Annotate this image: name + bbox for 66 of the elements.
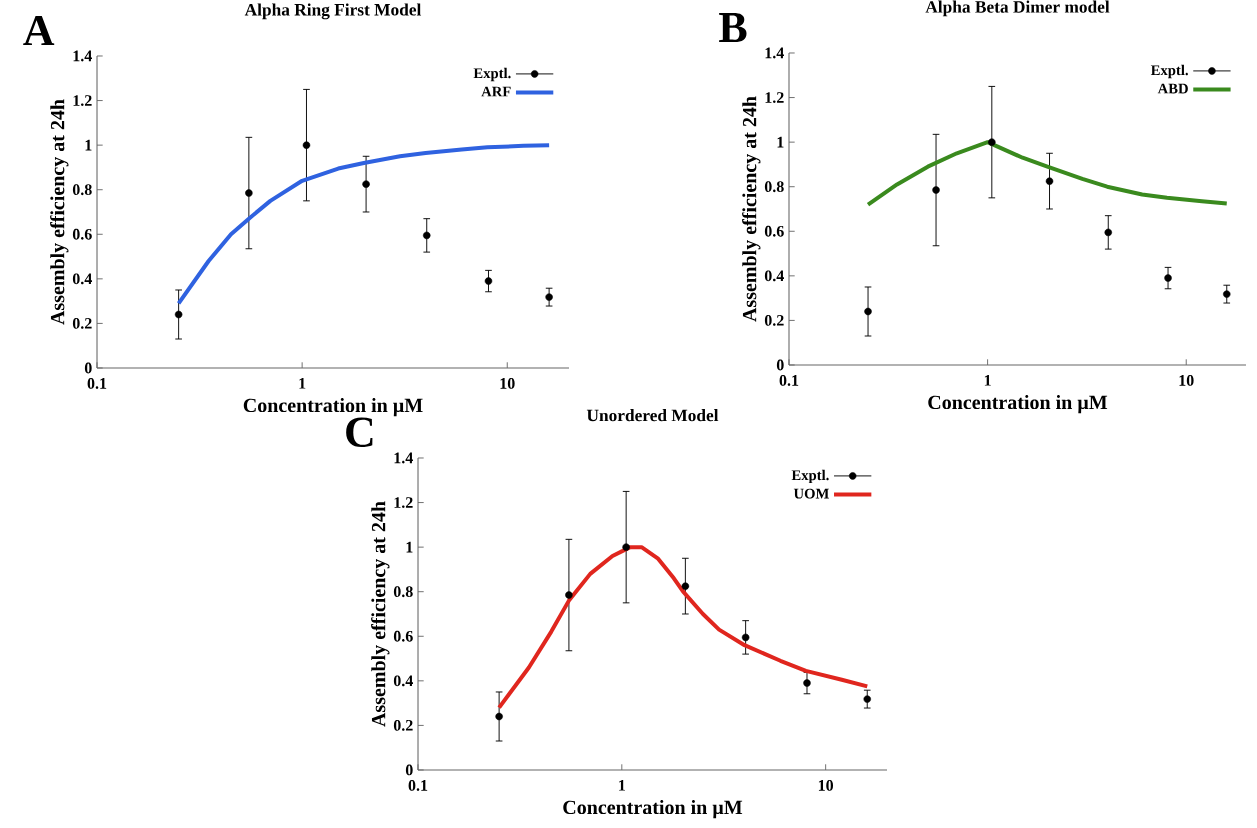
text: B	[719, 13, 747, 43]
point	[622, 543, 630, 551]
point	[362, 180, 370, 188]
y-axis-title: Assembly efficiency at 24h	[371, 501, 390, 727]
x-tick-label: 10	[500, 378, 515, 389]
x-tick-label: 1	[619, 780, 625, 791]
y-tick-label: 0.2	[72, 317, 92, 329]
legend-label: ABD	[1157, 83, 1188, 94]
legend-label: Exptl.	[791, 469, 829, 484]
y-axis-title: Assembly efficiency at 24h	[742, 96, 761, 322]
chart-title: Unordered Model	[586, 409, 719, 422]
y-tick-label: 0	[776, 359, 784, 371]
y-tick-label: 0.4	[72, 273, 92, 285]
point	[1164, 274, 1172, 282]
point	[988, 138, 996, 146]
x-tick-label: 0.1	[779, 375, 799, 386]
legend-label: Exptl.	[473, 67, 511, 82]
text: A	[23, 15, 55, 46]
y-tick-label: 0.2	[393, 719, 413, 731]
x-tick-label: 0.1	[408, 780, 428, 791]
point	[803, 679, 811, 687]
y-tick-label: 1.2	[765, 92, 784, 103]
point	[681, 582, 690, 590]
x-tick-label: 10	[818, 780, 834, 791]
y-tick-label: 0	[405, 764, 413, 776]
legend-label: Exptl.	[1150, 64, 1188, 79]
x-tick-label: 1	[299, 378, 306, 389]
x-axis-title: Concentration in µM	[243, 398, 423, 417]
point	[302, 141, 311, 149]
point	[484, 277, 493, 285]
y-tick-label: 1.2	[394, 497, 413, 508]
y-tick-label: 0	[84, 362, 92, 374]
point	[1223, 290, 1231, 298]
text: C	[346, 417, 373, 448]
x-tick-label: 10	[1179, 375, 1194, 386]
chart-title: Alpha Beta Dimer model	[925, 0, 1110, 17]
y-axis-title: Assembly efficiency at 24h	[50, 99, 69, 325]
legend-label: ARF	[481, 86, 511, 97]
y-tick-label: 1	[777, 136, 784, 148]
x-tick-label: 0.1	[87, 378, 107, 389]
y-tick-label: 1.4	[394, 452, 413, 464]
y-tick-label: 1.4	[765, 47, 784, 59]
y-tick-label: 0.8	[72, 184, 92, 196]
y-tick-label: 0.8	[393, 586, 413, 598]
point	[863, 695, 871, 703]
x-axis-title: Concentration in µM	[928, 395, 1108, 414]
x-axis-title: Concentration in µM	[563, 800, 743, 819]
y-tick-label: 1.2	[73, 95, 92, 106]
y-tick-label: 0.4	[393, 675, 413, 687]
y-tick-label: 0.6	[764, 225, 784, 237]
y-tick-label: 0.6	[72, 228, 92, 240]
y-tick-label: 0.2	[764, 314, 784, 326]
y-tick-label: 0.6	[393, 630, 413, 642]
y-tick-label: 0.8	[764, 181, 784, 193]
point	[741, 633, 750, 642]
y-tick-label: 0.4	[764, 270, 784, 282]
x-tick-label: 1	[984, 375, 991, 386]
chart-title: Alpha Ring First Model	[244, 3, 422, 20]
point	[545, 293, 553, 301]
legend-label: UOM	[793, 488, 829, 499]
point	[1045, 177, 1054, 185]
point	[1104, 228, 1112, 237]
y-tick-label: 1.4	[73, 50, 92, 62]
point	[423, 231, 431, 240]
y-tick-label: 1	[85, 139, 92, 151]
y-tick-label: 1	[406, 541, 413, 553]
